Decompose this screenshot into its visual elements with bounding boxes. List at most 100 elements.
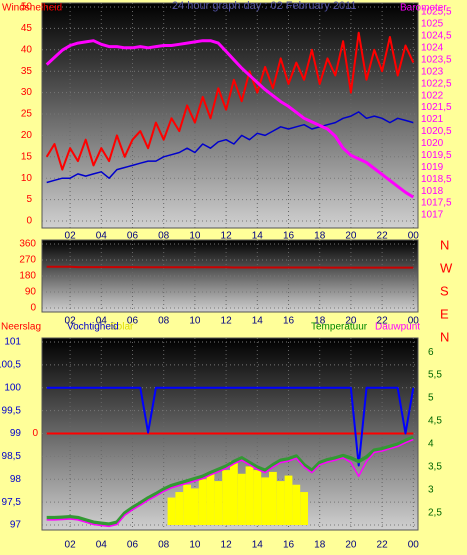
y-tick-label: 97: [10, 520, 22, 531]
x-tick-label: 14: [252, 316, 264, 327]
solar-bar: [206, 473, 215, 525]
x-tick-label: 10: [189, 316, 201, 327]
y2-tick-label: 1024: [421, 42, 444, 53]
x-tick-label: 02: [65, 540, 77, 551]
solar-bar: [269, 471, 277, 525]
y-tick-label: 0: [26, 216, 32, 227]
y2-tick-label: 1018: [421, 186, 444, 197]
x-tick-label: 04: [96, 316, 108, 327]
solar-bar: [276, 481, 285, 525]
solar-bar: [261, 477, 270, 525]
x-tick-label: 16: [283, 231, 295, 242]
y-tick-label: 100,5: [0, 360, 21, 371]
y2-tick-label: 1018,5: [421, 174, 452, 185]
x-tick-label: 20: [345, 540, 357, 551]
solar-bar: [198, 479, 207, 525]
y2-tick-label: 1024,5: [421, 31, 452, 42]
dewpoint-label: Dauwpunt: [375, 322, 420, 333]
x-tick-label: 12: [221, 540, 233, 551]
x-tick-label: 16: [283, 316, 295, 327]
y-tick-label: 20: [21, 130, 33, 141]
solar-bar: [237, 473, 246, 525]
solar-bar: [253, 470, 262, 525]
y2-tick-label: 1019,5: [421, 150, 452, 161]
solar-label: Solar: [110, 322, 134, 333]
x-tick-label: 14: [252, 540, 264, 551]
y-tick-label: 99,5: [2, 405, 22, 416]
compass-label: N: [440, 237, 449, 252]
solar-bar: [230, 460, 238, 525]
y2-tick-label: 1025,5: [421, 7, 452, 18]
x-tick-label: 06: [127, 231, 139, 242]
y-tick-label: 180: [19, 271, 36, 282]
y-tick-label: 100: [4, 382, 21, 393]
compass-label: W: [440, 260, 453, 275]
y2-tick-label: 1020,5: [421, 126, 452, 137]
x-tick-label: 18: [314, 316, 326, 327]
x-tick-label: 22: [377, 231, 389, 242]
x-tick-label: 00: [408, 231, 420, 242]
compass-label: E: [440, 306, 449, 321]
solar-bar: [214, 481, 223, 525]
y2-tick-label: 1021: [421, 114, 444, 125]
y-tick-label: 40: [21, 44, 33, 55]
y-tick-label: 35: [21, 66, 33, 77]
y2-tick-label: 1020: [421, 138, 444, 149]
y-tick-label: 5: [26, 194, 32, 205]
series-line: [46, 438, 414, 528]
y-tick-label: 50: [21, 2, 33, 13]
x-tick-label: 18: [314, 231, 326, 242]
x-tick-label: 12: [221, 231, 233, 242]
y-tick-label: 90: [25, 287, 37, 298]
y2-tick-label: 5,5: [428, 370, 442, 381]
x-tick-label: 06: [127, 316, 139, 327]
y-tick-label: 0: [30, 303, 36, 314]
y-tick-label: 15: [21, 151, 33, 162]
y-tick-label: 101: [4, 337, 21, 348]
series-line: [46, 265, 414, 269]
x-tick-label: 06: [127, 540, 139, 551]
rain-label: Neerslag: [1, 322, 41, 333]
x-tick-label: 10: [189, 540, 201, 551]
solar-bar: [292, 484, 301, 525]
x-tick-label: 04: [96, 540, 108, 551]
temperature-label: Temperatuur: [311, 322, 368, 333]
compass-label: S: [440, 283, 449, 298]
y-tick-label: 99: [10, 428, 22, 439]
x-tick-label: 04: [96, 231, 108, 242]
y2-tick-label: 1022,5: [421, 78, 452, 89]
y-tick-label: 97,5: [2, 497, 22, 508]
x-tick-label: 16: [283, 540, 295, 551]
x-tick-label: 20: [345, 231, 357, 242]
plot-area: [41, 2, 419, 229]
y2-tick-label: 1017: [421, 210, 444, 221]
y2-tick-label: 1019: [421, 162, 444, 173]
y3-tick-label: 0: [32, 428, 38, 439]
y2-tick-label: 2,5: [428, 508, 442, 519]
series-line: [46, 386, 415, 467]
y2-tick-label: 4,5: [428, 416, 442, 427]
x-tick-label: 02: [65, 316, 77, 327]
y-tick-label: 98,5: [2, 451, 22, 462]
x-tick-label: 18: [314, 540, 326, 551]
x-tick-label: 08: [158, 540, 170, 551]
y-tick-label: 98: [10, 474, 22, 485]
y2-tick-label: 1022: [421, 90, 444, 101]
y2-tick-label: 6: [428, 347, 434, 358]
x-tick-label: 12: [221, 316, 233, 327]
x-tick-label: 00: [408, 540, 420, 551]
chart-title: 24 hour graph day : 02 February 2011: [172, 0, 356, 12]
wind-label: Windsnelheid: [2, 3, 62, 14]
solar-bar: [190, 488, 199, 525]
solar-bar: [222, 470, 230, 525]
x-tick-label: 14: [252, 231, 264, 242]
humidity-label: Vochtigheid: [67, 322, 119, 333]
y-tick-label: 270: [19, 255, 36, 266]
solar-bar: [167, 497, 176, 525]
y2-tick-label: 3,5: [428, 462, 442, 473]
y2-tick-label: 4: [428, 439, 434, 450]
y-tick-label: 25: [21, 109, 33, 120]
compass-label: N: [440, 329, 449, 344]
y-tick-label: 45: [21, 23, 33, 34]
